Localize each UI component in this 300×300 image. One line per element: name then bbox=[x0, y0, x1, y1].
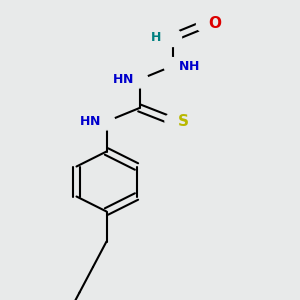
Circle shape bbox=[131, 71, 148, 88]
Circle shape bbox=[164, 28, 181, 46]
Text: H: H bbox=[151, 31, 161, 44]
Text: S: S bbox=[178, 114, 189, 129]
Circle shape bbox=[165, 112, 183, 130]
Text: N: N bbox=[90, 115, 100, 128]
Text: N: N bbox=[123, 73, 133, 86]
Text: H: H bbox=[80, 115, 90, 128]
Circle shape bbox=[164, 58, 181, 74]
Circle shape bbox=[98, 113, 115, 130]
Text: O: O bbox=[208, 16, 222, 32]
Text: H: H bbox=[112, 73, 123, 86]
Text: H: H bbox=[189, 59, 200, 73]
Circle shape bbox=[196, 15, 214, 33]
Text: N: N bbox=[179, 59, 189, 73]
